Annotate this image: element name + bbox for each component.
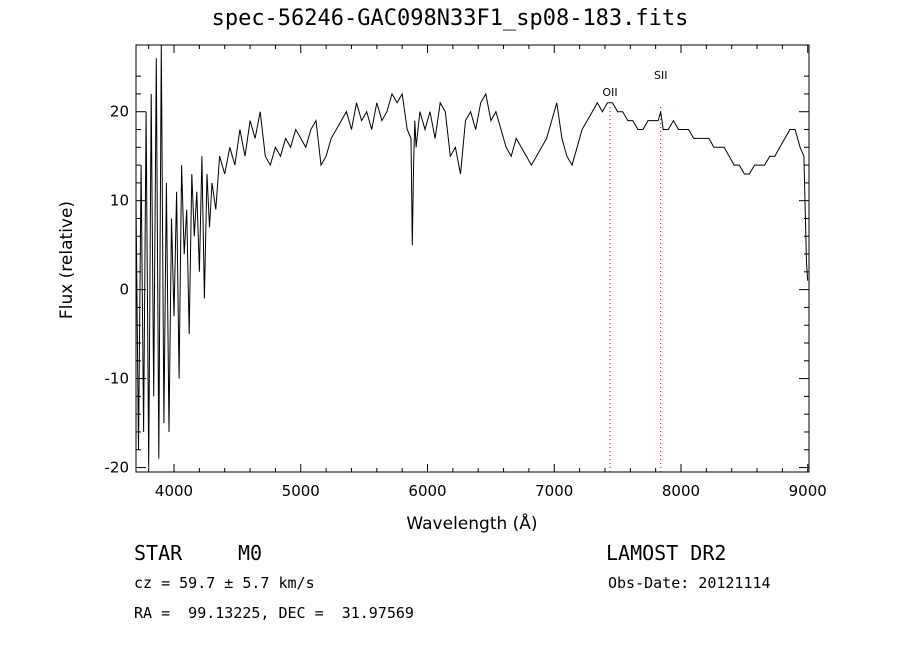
spectrum-series-line — [135, 44, 809, 468]
y-axis-label: Flux (relative) — [57, 201, 77, 319]
y-tick-label: -10 — [105, 370, 130, 388]
x-tick-label: 8000 — [662, 482, 700, 500]
plot-frame — [135, 44, 810, 473]
x-tick-label: 7000 — [535, 482, 573, 500]
y-tick-label: 20 — [110, 103, 129, 121]
x-axis-label: Wavelength (Å) — [406, 512, 537, 534]
y-axis-ticks: 20 10 0 -10 -20 — [105, 75, 809, 477]
emission-line-label: SII — [654, 69, 667, 82]
emission-line-markers: OII SII — [602, 69, 667, 472]
emission-line-label: OII — [602, 86, 617, 99]
redshift-velocity: cz = 59.7 ± 5.7 km/s — [134, 574, 315, 592]
y-tick-label: -20 — [105, 459, 130, 477]
y-tick-label: 10 — [110, 192, 129, 210]
observation-date: Obs-Date: 20121114 — [608, 574, 771, 592]
chart-title: spec-56246-GAC098N33F1_sp08-183.fits — [211, 6, 689, 31]
x-axis-ticks: 4000 5000 6000 7000 8000 9000 — [148, 45, 827, 500]
object-type: STAR — [134, 541, 183, 565]
x-tick-label: 5000 — [282, 482, 320, 500]
x-tick-label: 9000 — [789, 482, 827, 500]
y-tick-label: 0 — [119, 281, 129, 299]
coordinates: RA = 99.13225, DEC = 31.97569 — [134, 604, 414, 622]
x-tick-label: 4000 — [155, 482, 193, 500]
subclass: M0 — [238, 541, 263, 565]
survey-name: LAMOST DR2 — [606, 541, 727, 565]
x-tick-label: 6000 — [408, 482, 446, 500]
